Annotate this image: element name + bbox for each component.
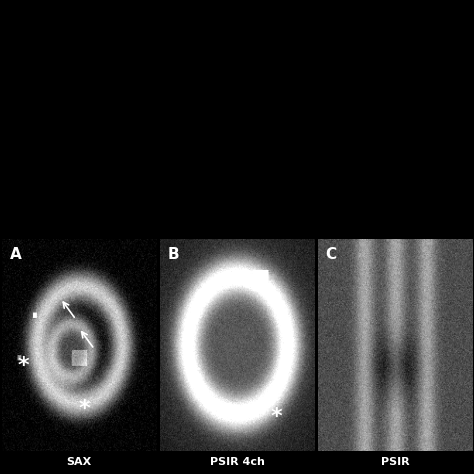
Text: B: B <box>168 247 179 263</box>
Text: PSIR: PSIR <box>381 456 410 466</box>
Text: SAX: SAX <box>66 456 91 466</box>
Text: C: C <box>326 247 337 263</box>
Text: *: * <box>18 356 29 376</box>
Text: *: * <box>271 407 283 427</box>
Text: PSIR 4ch: PSIR 4ch <box>210 456 264 466</box>
Text: A: A <box>9 247 21 263</box>
Text: *: * <box>79 399 91 419</box>
